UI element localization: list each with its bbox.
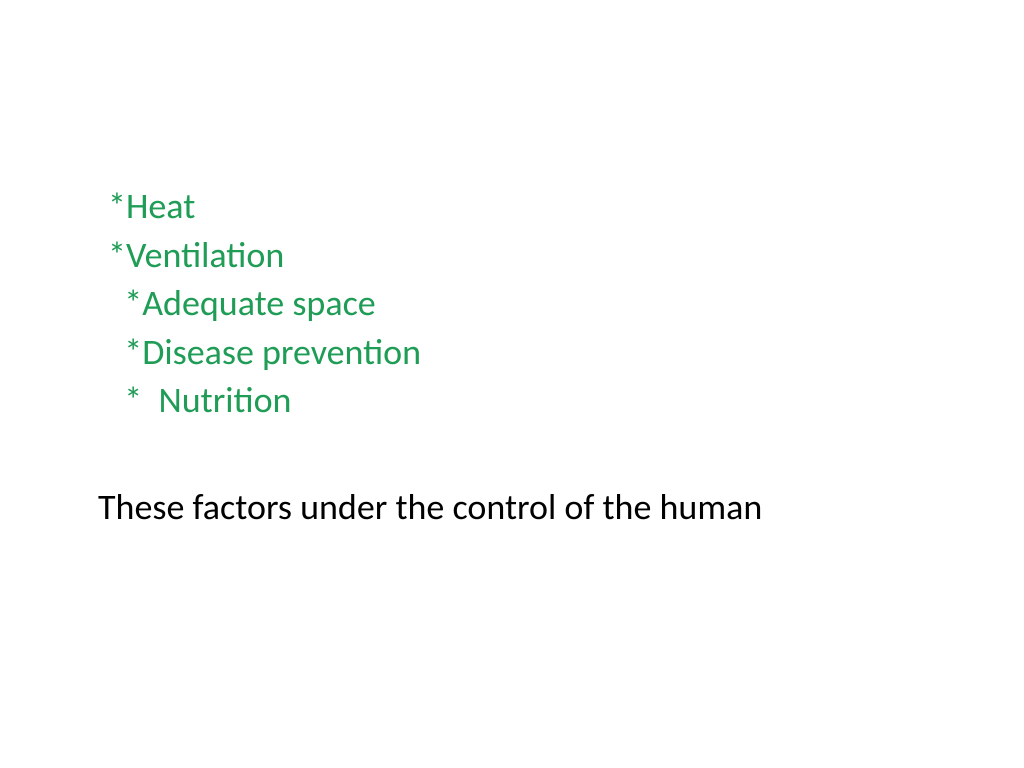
bullet-item: *Heat bbox=[108, 182, 1024, 231]
bullet-text: * bbox=[108, 378, 158, 422]
slide: *Heat *Ventilation *Adequate space *Dise… bbox=[0, 0, 1024, 768]
bullet-text: * bbox=[108, 233, 126, 277]
bullet-text: * bbox=[108, 330, 142, 374]
bullet-text: * bbox=[108, 184, 126, 228]
bullet-list: *Heat *Ventilation *Adequate space *Dise… bbox=[108, 182, 1024, 425]
bullet-label: Ventilation bbox=[126, 233, 284, 277]
bullet-text: * bbox=[108, 281, 142, 325]
summary-text: These factors under the control of the h… bbox=[98, 485, 1024, 529]
bullet-label: Heat bbox=[126, 184, 195, 228]
bullet-item: *Adequate space bbox=[108, 279, 1024, 328]
bullet-item: *Disease prevention bbox=[108, 328, 1024, 377]
bullet-label: Adequate space bbox=[142, 281, 376, 325]
bullet-item: * Nutrition bbox=[108, 376, 1024, 425]
bullet-label: Nutrition bbox=[158, 378, 291, 422]
bullet-label: Disease prevention bbox=[142, 330, 421, 374]
bullet-item: *Ventilation bbox=[108, 231, 1024, 280]
